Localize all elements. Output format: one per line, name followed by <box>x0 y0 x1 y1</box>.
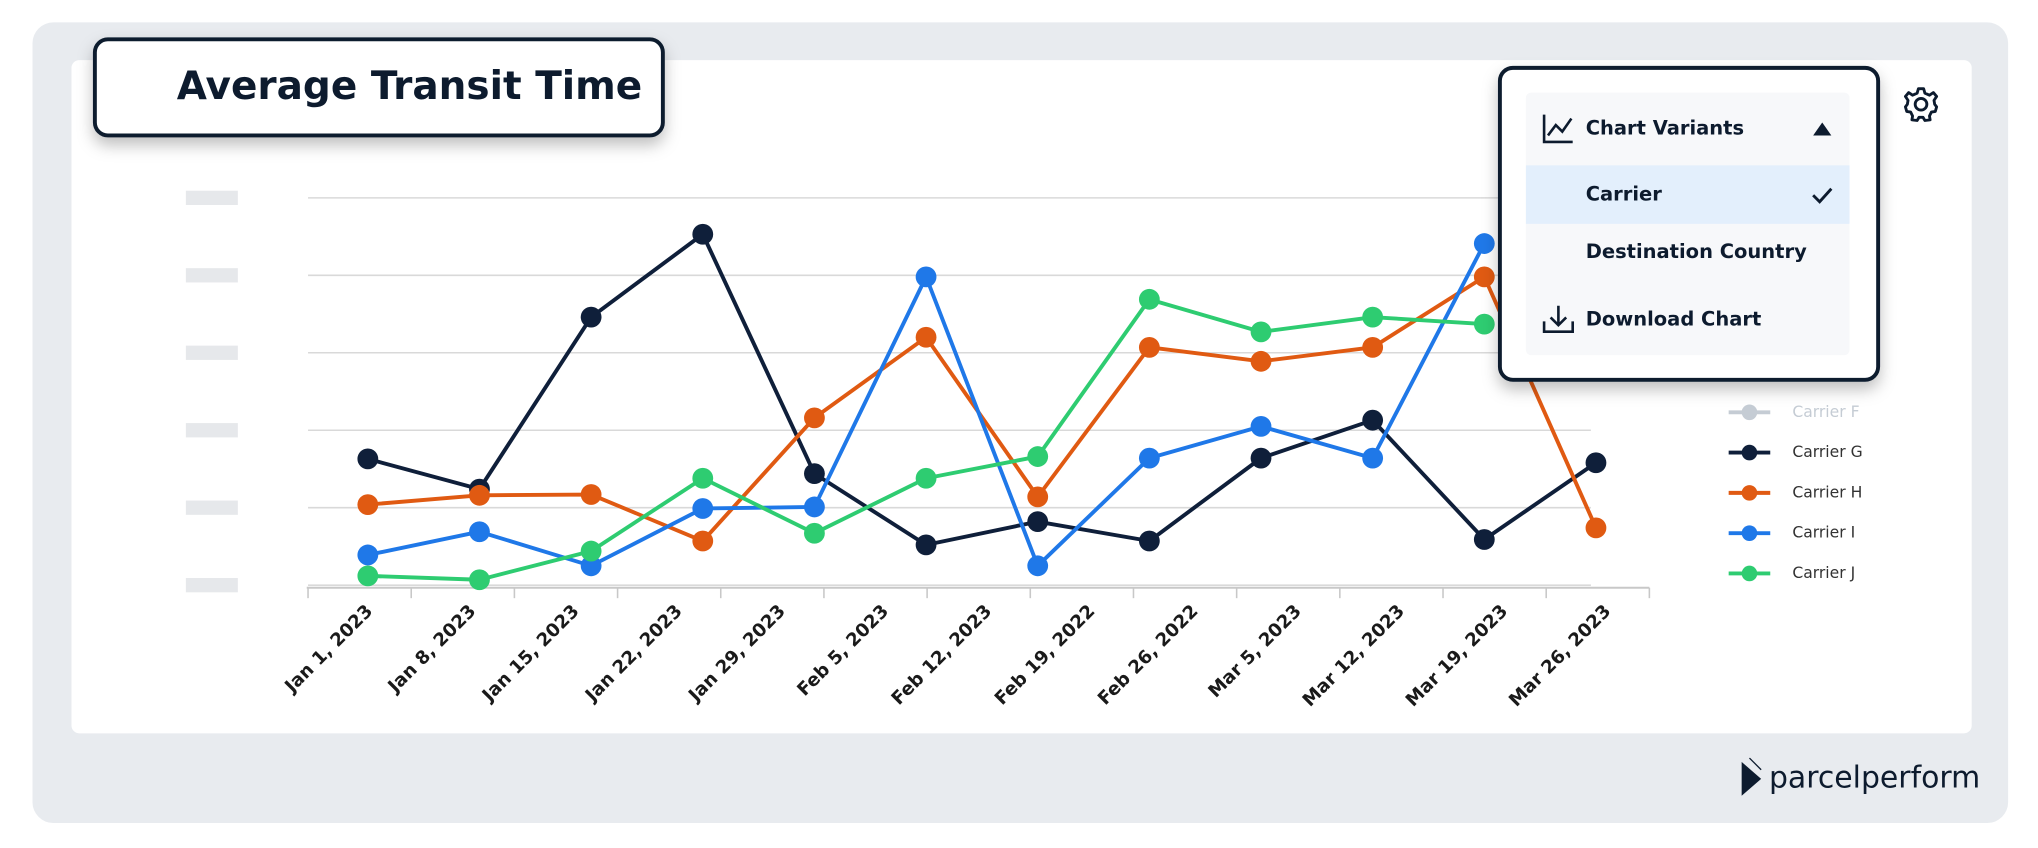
data-point <box>692 498 714 519</box>
y-tick-placeholder <box>185 500 238 515</box>
data-point <box>1585 517 1607 539</box>
legend-label: Carrier F <box>1792 403 1859 421</box>
logo-text: parcelperform <box>1769 760 1980 795</box>
data-point <box>580 484 602 505</box>
data-point <box>1362 306 1384 328</box>
data-point <box>580 555 602 577</box>
card <box>71 60 1972 734</box>
data-point <box>915 326 937 348</box>
gear-hub <box>1913 96 1929 112</box>
legend-label: Carrier J <box>1792 564 1855 582</box>
legend-dot <box>1741 565 1758 582</box>
y-tick-placeholder <box>185 578 238 593</box>
data-point <box>357 544 379 566</box>
data-point <box>1250 447 1272 469</box>
logo: parcelperform <box>1741 757 1980 796</box>
data-point <box>1027 486 1049 508</box>
data-point <box>915 534 937 556</box>
data-point <box>1138 447 1160 469</box>
data-point <box>1362 447 1384 469</box>
data-point <box>469 569 490 591</box>
data-point <box>580 540 602 562</box>
menu-option[interactable]: Destination Country <box>1586 240 1807 263</box>
settings-icon[interactable] <box>1903 87 1939 122</box>
legend-dot <box>1741 404 1758 421</box>
legend-dot <box>1741 525 1758 541</box>
data-point <box>1027 511 1049 533</box>
data-point <box>1473 313 1495 335</box>
logo-mark <box>1741 761 1762 796</box>
title-box: Average Transit Time <box>92 37 665 138</box>
title-frame <box>92 37 665 138</box>
y-tick-placeholder <box>185 190 238 205</box>
dropdown: Chart Variants Carrier Destination Count… <box>1497 65 1881 382</box>
data-point <box>692 467 714 489</box>
data-point <box>1138 530 1160 552</box>
data-point <box>357 448 379 470</box>
data-point <box>915 266 937 288</box>
menu-title: Chart Variants <box>1586 116 1744 139</box>
data-point <box>1585 452 1607 474</box>
data-point <box>804 522 825 544</box>
data-point <box>804 407 825 429</box>
data-point <box>1362 336 1384 358</box>
gear-outline <box>1903 87 1939 122</box>
data-point <box>1250 415 1272 437</box>
download-item[interactable]: Download Chart <box>1542 305 1762 334</box>
data-point <box>804 496 825 518</box>
selected-row[interactable] <box>1525 165 1850 224</box>
menu-option[interactable]: Carrier <box>1586 183 1663 206</box>
y-tick-placeholder <box>185 268 238 283</box>
data-point <box>1250 350 1272 372</box>
menu-header[interactable]: Chart Variants <box>1542 114 1832 144</box>
data-point <box>692 530 714 552</box>
data-point <box>469 521 490 543</box>
data-point <box>804 463 825 485</box>
chart-title: Average Transit Time <box>177 64 642 109</box>
legend-label: Carrier H <box>1792 483 1862 501</box>
logo-cursor <box>1748 757 1762 771</box>
data-point <box>1250 321 1272 343</box>
data-point <box>469 484 490 506</box>
data-point <box>1138 288 1160 310</box>
download-icon <box>1542 305 1574 334</box>
data-point <box>357 494 379 516</box>
data-point <box>1473 233 1495 254</box>
data-point <box>1362 409 1384 431</box>
chart-icon <box>1542 114 1573 144</box>
legend-dot <box>1741 444 1758 461</box>
collapse-caret <box>1813 122 1832 136</box>
data-point <box>1473 529 1495 550</box>
data-point <box>357 565 379 587</box>
data-point <box>1027 555 1049 577</box>
data-point <box>1027 446 1049 467</box>
legend-dot <box>1741 485 1758 501</box>
data-point <box>1138 336 1160 358</box>
check-icon <box>1812 187 1833 204</box>
y-tick-placeholder <box>185 345 238 360</box>
series-line <box>367 232 1598 547</box>
download-label[interactable]: Download Chart <box>1586 308 1762 331</box>
y-tick-placeholder <box>185 423 238 438</box>
legend-label: Carrier G <box>1792 443 1862 461</box>
data-point <box>692 223 714 245</box>
legend-label: Carrier I <box>1792 524 1855 542</box>
data-point <box>915 467 937 489</box>
data-point <box>1473 266 1495 288</box>
data-point <box>580 306 602 328</box>
